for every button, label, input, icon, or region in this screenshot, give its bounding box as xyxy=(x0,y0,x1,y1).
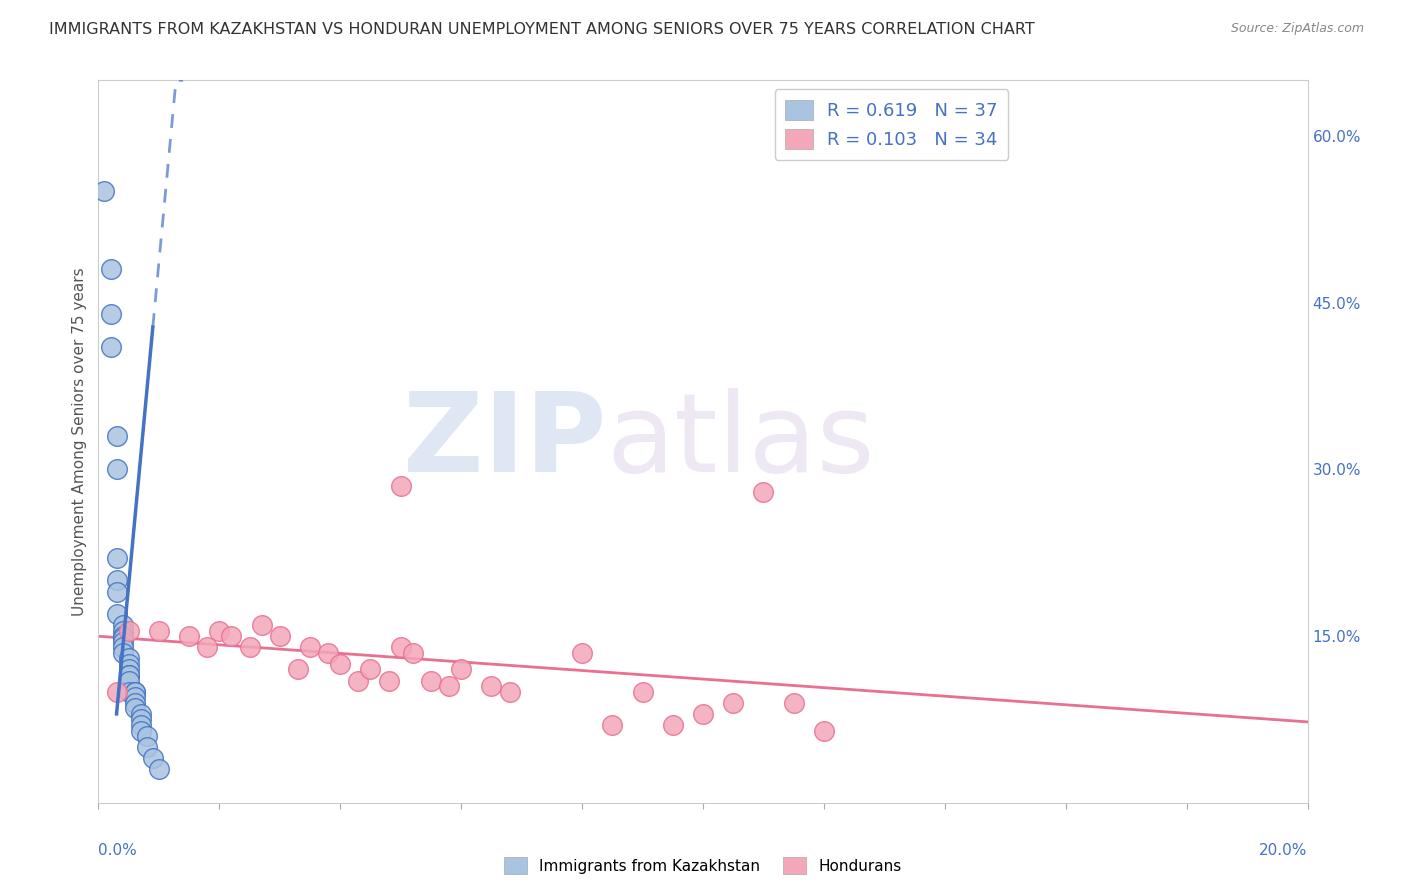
Point xyxy=(111,632,134,646)
Point xyxy=(118,651,141,665)
Legend: Immigrants from Kazakhstan, Hondurans: Immigrants from Kazakhstan, Hondurans xyxy=(498,851,908,880)
Point xyxy=(602,718,624,732)
Point xyxy=(195,640,218,655)
Point xyxy=(239,640,262,655)
Point xyxy=(723,696,745,710)
Point xyxy=(118,624,141,638)
Point xyxy=(111,629,134,643)
Point xyxy=(124,684,146,698)
Point xyxy=(783,696,806,710)
Point xyxy=(105,551,128,566)
Text: atlas: atlas xyxy=(606,388,875,495)
Point xyxy=(813,723,835,738)
Point xyxy=(105,429,128,443)
Point xyxy=(287,662,309,676)
Point xyxy=(118,684,141,698)
Point xyxy=(661,718,683,732)
Point xyxy=(124,701,146,715)
Point xyxy=(93,185,115,199)
Point xyxy=(329,657,352,671)
Point xyxy=(631,684,654,698)
Point xyxy=(111,640,134,655)
Legend: R = 0.619   N = 37, R = 0.103   N = 34: R = 0.619 N = 37, R = 0.103 N = 34 xyxy=(775,89,1008,160)
Point xyxy=(129,723,152,738)
Text: ZIP: ZIP xyxy=(404,388,606,495)
Point xyxy=(316,646,339,660)
Point xyxy=(118,673,141,688)
Point xyxy=(269,629,291,643)
Point xyxy=(111,634,134,648)
Point xyxy=(105,607,128,621)
Point xyxy=(118,668,141,682)
Point xyxy=(111,618,134,632)
Point xyxy=(389,640,412,655)
Point xyxy=(420,673,443,688)
Point xyxy=(389,479,412,493)
Point xyxy=(135,740,157,755)
Point xyxy=(118,668,141,682)
Point xyxy=(437,679,460,693)
Point xyxy=(571,646,593,660)
Point xyxy=(100,307,122,321)
Point xyxy=(752,484,775,499)
Point xyxy=(105,462,128,476)
Text: Source: ZipAtlas.com: Source: ZipAtlas.com xyxy=(1230,22,1364,36)
Point xyxy=(481,679,503,693)
Point xyxy=(129,706,152,721)
Point xyxy=(148,763,170,777)
Point xyxy=(692,706,714,721)
Y-axis label: Unemployment Among Seniors over 75 years: Unemployment Among Seniors over 75 years xyxy=(72,268,87,615)
Point xyxy=(105,574,128,588)
Point xyxy=(299,640,322,655)
Point xyxy=(100,262,122,277)
Point xyxy=(208,624,231,638)
Point xyxy=(135,729,157,743)
Point xyxy=(129,718,152,732)
Point xyxy=(498,684,520,698)
Point xyxy=(105,584,128,599)
Point xyxy=(360,662,382,676)
Point xyxy=(179,629,201,643)
Point xyxy=(111,624,134,638)
Point xyxy=(148,624,170,638)
Point xyxy=(250,618,273,632)
Text: 0.0%: 0.0% xyxy=(98,843,138,857)
Point xyxy=(402,646,425,660)
Point xyxy=(118,662,141,676)
Point xyxy=(142,751,165,765)
Text: IMMIGRANTS FROM KAZAKHSTAN VS HONDURAN UNEMPLOYMENT AMONG SENIORS OVER 75 YEARS : IMMIGRANTS FROM KAZAKHSTAN VS HONDURAN U… xyxy=(49,22,1035,37)
Point xyxy=(100,340,122,354)
Point xyxy=(377,673,399,688)
Text: 20.0%: 20.0% xyxy=(1260,843,1308,857)
Point xyxy=(124,684,146,698)
Point xyxy=(124,696,146,710)
Point xyxy=(124,690,146,705)
Point xyxy=(347,673,370,688)
Point xyxy=(105,684,128,698)
Point xyxy=(450,662,472,676)
Point xyxy=(129,713,152,727)
Point xyxy=(221,629,243,643)
Point xyxy=(118,657,141,671)
Point xyxy=(111,646,134,660)
